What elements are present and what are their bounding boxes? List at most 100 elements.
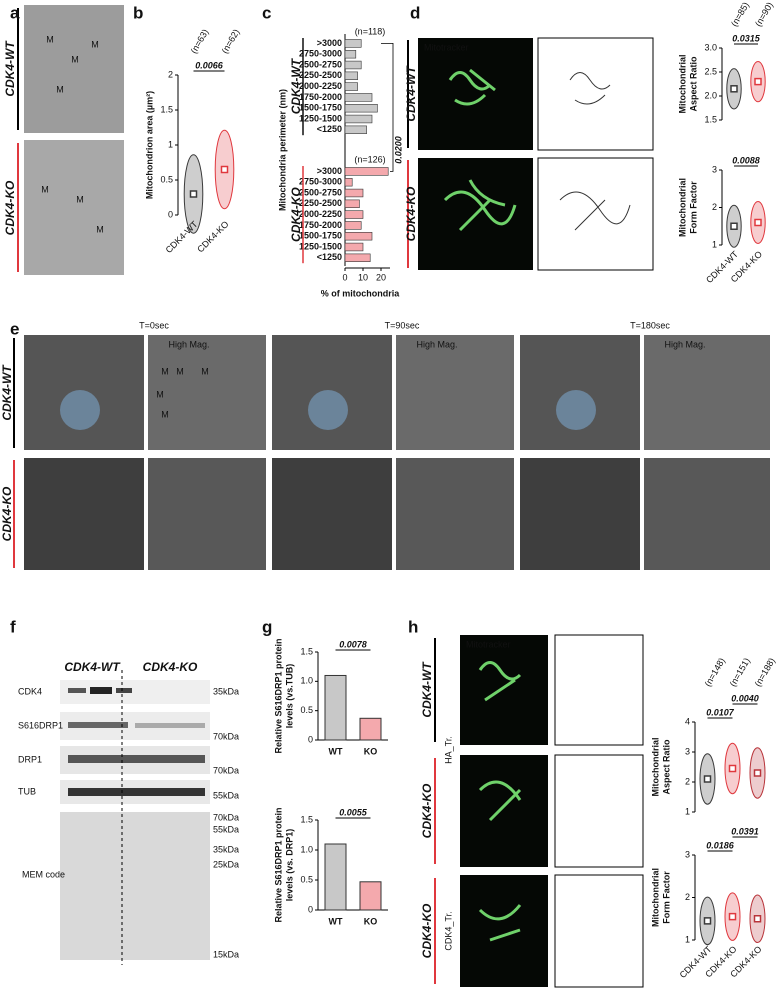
- bar: [344, 242, 364, 252]
- category-label: 2750-3000: [299, 49, 342, 59]
- mean-marker: [753, 769, 762, 777]
- y-tick-label: 1: [712, 239, 717, 249]
- mean-marker: [703, 775, 712, 783]
- p-value: 0.0107: [706, 707, 735, 717]
- n-label: (n=118): [355, 26, 386, 36]
- y-tick-label: 3: [685, 849, 690, 859]
- bar: [344, 49, 357, 59]
- y-axis-label: Mitochondrion area (µm²): [144, 91, 154, 199]
- group-label: CDK4-WT: [64, 660, 121, 674]
- y-tick-label: 1.5: [704, 114, 717, 124]
- mito-marker: M: [96, 224, 104, 234]
- bar: [344, 104, 378, 113]
- category-label: 2250-2500: [299, 198, 342, 208]
- fluorescence-image: [460, 875, 548, 987]
- category-label: >3000: [317, 166, 342, 176]
- x-tick-label: KO: [364, 916, 378, 926]
- n-label: (n=188): [753, 656, 777, 688]
- panel-letter: d: [410, 3, 420, 22]
- live-images: [24, 335, 770, 570]
- y-tick-label: 0: [168, 209, 173, 219]
- mean-marker: [730, 85, 738, 93]
- y-tick-label: 2: [685, 776, 690, 786]
- western-blot: [60, 670, 210, 965]
- bar: [344, 60, 362, 70]
- bar: [344, 39, 362, 48]
- bar: [344, 167, 389, 176]
- band-label: S616DRP1: [18, 720, 63, 730]
- mito-marker: M: [71, 54, 79, 64]
- y-axis-label: Mitochondrial: [677, 55, 687, 114]
- panel-letter: h: [408, 617, 418, 636]
- bar: [344, 93, 373, 102]
- mask-image: [537, 157, 654, 271]
- category-label: 1500-1750: [299, 103, 342, 113]
- n-label: (n=126): [354, 154, 385, 164]
- mean-marker: [754, 218, 762, 227]
- bar: [344, 178, 353, 187]
- mask-image: [537, 37, 654, 151]
- em-image: [24, 140, 124, 275]
- category-label: 2500-2750: [299, 187, 342, 197]
- panel-letter: g: [262, 617, 272, 636]
- row-label: CDK4-KO: [0, 486, 14, 541]
- x-tick-label: 10: [358, 272, 368, 282]
- zoom-label: High Mag.: [168, 339, 209, 349]
- y-tick-label: 4: [685, 716, 690, 726]
- zoom-label: High Mag.: [664, 339, 705, 349]
- y-axis-label: Relative S616DRP1 protein: [273, 807, 283, 922]
- y-tick-label: 1.5: [160, 104, 173, 114]
- p-value: 0.0200: [393, 136, 403, 164]
- mito-marker: M: [41, 184, 49, 194]
- category-label: <1250: [317, 124, 342, 134]
- mito-marker: M: [176, 366, 184, 376]
- category-label: 1500-1750: [299, 231, 342, 241]
- mito-marker: M: [161, 366, 169, 376]
- n-label: (n=148): [703, 656, 727, 688]
- p-value: 0.0078: [339, 639, 367, 649]
- p-value: 0.0088: [732, 155, 760, 165]
- stain-label: Mitotracker: [424, 42, 469, 52]
- row-label: CDK4-KO: [3, 180, 17, 235]
- category-label: 1250-1500: [299, 113, 342, 123]
- category-label: 2000-2250: [299, 81, 342, 91]
- mean-marker: [703, 917, 712, 925]
- time-label: T=90sec: [385, 320, 420, 330]
- row-label: CDK4-WT: [0, 364, 14, 421]
- mask-image: [554, 754, 644, 868]
- y-tick-label: 1.5: [300, 814, 313, 824]
- category-label: 2250-2500: [299, 70, 342, 80]
- y-tick-label: 1.5: [300, 646, 313, 656]
- fluorescence-image: [418, 38, 533, 150]
- x-tick-label: WT: [329, 746, 343, 756]
- y-axis-label: Mitochondrial: [650, 868, 660, 927]
- band-label: CDK4: [18, 686, 42, 696]
- stain-label: Mitotracker: [466, 639, 511, 649]
- y-tick-label: 2: [712, 202, 717, 212]
- y-axis-label: Aspect Ratio: [661, 739, 671, 795]
- p-value: 0.0391: [731, 826, 759, 836]
- x-tick-label: CDK4-KO: [195, 219, 230, 254]
- n-label: (n=151): [728, 656, 752, 688]
- mask-image: [554, 874, 644, 988]
- x-tick-label: 0: [342, 272, 347, 282]
- kda-marker: 25kDa: [213, 859, 239, 869]
- x-tick-label: WT: [329, 916, 343, 926]
- y-tick-label: 1: [168, 139, 173, 149]
- y-tick-label: 2: [168, 69, 173, 79]
- p-bracket: [381, 43, 394, 172]
- group-label: CDK4-KO: [143, 660, 198, 674]
- p-value: 0.0055: [339, 807, 368, 817]
- category-label: 1250-1500: [299, 241, 342, 251]
- bar: [344, 188, 364, 198]
- y-tick-label: 1: [685, 934, 690, 944]
- y-tick-label: 2.5: [704, 66, 717, 76]
- y-tick-label: 1.0: [300, 676, 313, 686]
- y-tick-label: 0.5: [300, 705, 313, 715]
- y-tick-label: 3.0: [704, 42, 717, 52]
- time-label: T=0sec: [139, 320, 169, 330]
- panel-letter: b: [133, 3, 143, 22]
- p-value: 0.0066: [195, 60, 224, 70]
- category-label: 2000-2250: [299, 209, 342, 219]
- fluorescence-image: [460, 755, 548, 867]
